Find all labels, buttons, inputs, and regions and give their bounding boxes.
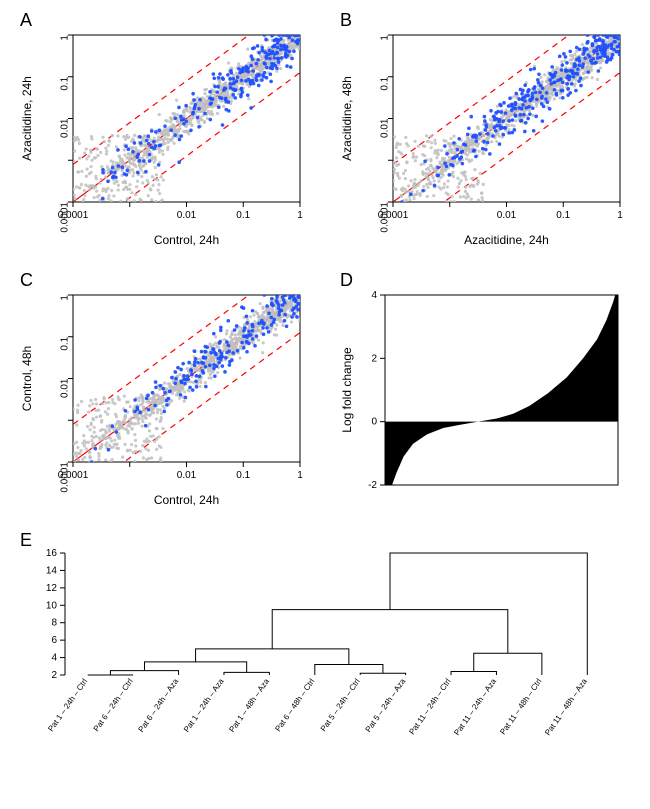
svg-text:Control, 48h: Control, 48h [20,346,34,411]
svg-text:0.01: 0.01 [497,210,517,221]
svg-text:Pat 1 – 24h – Ctrl: Pat 1 – 24h – Ctrl [46,677,89,733]
svg-text:0.1: 0.1 [236,470,250,481]
panel-a-label: A [20,10,32,31]
svg-text:0.0001: 0.0001 [60,202,71,233]
svg-text:2: 2 [51,670,57,681]
svg-text:Pat 5 – 24h – Aza: Pat 5 – 24h – Aza [364,677,408,734]
svg-text:Azacitidine, 48h: Azacitidine, 48h [340,76,354,161]
svg-text:Control, 24h: Control, 24h [154,233,219,247]
panel-c-label: C [20,270,33,291]
svg-text:Pat 1 – 48h – Aza: Pat 1 – 48h – Aza [227,677,271,734]
panel-b: B 0.00010.00010.010.010.10.111Azacitidin… [335,15,635,250]
svg-text:1: 1 [297,470,303,481]
svg-text:0: 0 [371,417,377,428]
panel-e: E 246810121416Pat 1 – 24h – CtrlPat 6 – … [15,535,635,770]
svg-text:Pat 6 – 24h – Aza: Pat 6 – 24h – Aza [137,677,181,734]
panel-e-label: E [20,530,32,551]
svg-text:1: 1 [297,210,303,221]
figure-grid: A 0.00010.00010.010.010.10.111Control, 2… [15,15,635,770]
panel-c: C 0.00010.00010.010.010.10.111Control, 2… [15,275,315,510]
svg-text:0.01: 0.01 [177,210,197,221]
svg-text:0.01: 0.01 [60,378,71,398]
svg-text:10: 10 [46,600,58,611]
svg-text:0.1: 0.1 [60,336,71,350]
dendrogram-e: 246810121416Pat 1 – 24h – CtrlPat 6 – 24… [15,535,625,770]
svg-text:0.0001: 0.0001 [380,202,391,233]
svg-text:Control, 24h: Control, 24h [154,493,219,507]
svg-text:0.1: 0.1 [556,210,570,221]
svg-text:Pat 11 – 48h – Ctrl: Pat 11 – 48h – Ctrl [498,677,543,737]
svg-text:0.01: 0.01 [60,118,71,138]
svg-text:Pat 11 – 24h – Aza: Pat 11 – 24h – Aza [452,677,498,738]
svg-text:2: 2 [371,353,377,364]
svg-text:0.0001: 0.0001 [60,462,71,493]
panel-d: D -2024Log fold change [335,275,635,510]
svg-text:0.01: 0.01 [177,470,197,481]
svg-text:12: 12 [46,583,58,594]
svg-text:Pat 11 – 24h – Ctrl: Pat 11 – 24h – Ctrl [407,677,452,737]
svg-text:0.1: 0.1 [380,76,391,90]
panel-b-label: B [340,10,352,31]
panel-a: A 0.00010.00010.010.010.10.111Control, 2… [15,15,315,250]
svg-text:Pat 5 – 24h – Ctrl: Pat 5 – 24h – Ctrl [319,677,362,733]
svg-text:0.1: 0.1 [60,76,71,90]
svg-text:4: 4 [51,653,57,664]
svg-text:16: 16 [46,548,58,559]
svg-text:Pat 6 – 24h – Ctrl: Pat 6 – 24h – Ctrl [92,677,135,733]
svg-text:1: 1 [617,210,623,221]
svg-text:-2: -2 [368,480,377,491]
svg-text:Log fold change: Log fold change [340,347,354,433]
svg-text:4: 4 [371,290,377,301]
scatter-a: 0.00010.00010.010.010.10.111Control, 24h… [15,15,310,250]
svg-text:Pat 11 – 48h – Aza: Pat 11 – 48h – Aza [543,677,589,738]
svg-text:1: 1 [60,35,71,41]
svg-text:8: 8 [51,618,57,629]
svg-text:14: 14 [46,565,58,576]
panel-d-label: D [340,270,353,291]
waterfall-d: -2 0 2 4 Log fold change [335,275,630,510]
svg-text:0.01: 0.01 [380,118,391,138]
svg-text:1: 1 [60,295,71,301]
svg-text:6: 6 [51,635,57,646]
svg-text:1: 1 [380,35,391,41]
svg-text:Azacitidine, 24h: Azacitidine, 24h [20,76,34,161]
svg-text:Pat 6 – 48h – Ctrl: Pat 6 – 48h – Ctrl [273,677,316,733]
svg-text:Pat 1 – 24h – Aza: Pat 1 – 24h – Aza [182,677,226,734]
svg-text:Azacitidine, 24h: Azacitidine, 24h [464,233,549,247]
scatter-b: 0.00010.00010.010.010.10.111Azacitidine,… [335,15,630,250]
svg-text:0.1: 0.1 [236,210,250,221]
scatter-c: 0.00010.00010.010.010.10.111Control, 24h… [15,275,310,510]
